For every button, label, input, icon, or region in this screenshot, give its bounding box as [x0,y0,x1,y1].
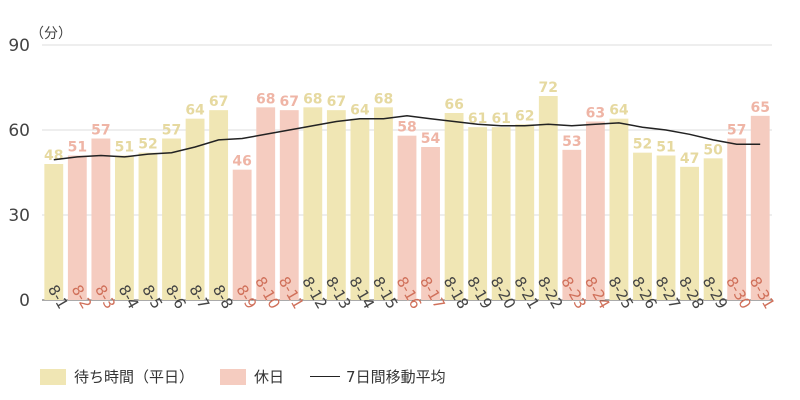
data-label: 51 [656,140,675,156]
bar-8-3 [91,138,111,300]
bar-8-18 [444,113,464,300]
bar-8-27 [656,155,676,300]
bar-8-15 [374,107,393,300]
legend-swatch-weekday [40,368,66,385]
bar-8-5 [138,152,158,300]
y-tick-label: 90 [8,36,30,56]
bar-8-8 [209,110,229,301]
data-label: 63 [586,106,605,122]
data-label: 50 [703,142,723,158]
bar-8-12 [303,107,323,300]
data-label: 65 [750,100,769,116]
data-label: 67 [209,94,228,110]
bar-8-31 [750,115,770,300]
bar-8-19 [468,127,488,301]
data-label: 68 [256,91,275,107]
data-label: 52 [138,137,157,153]
data-label: 66 [444,97,463,113]
data-label: 64 [350,103,370,119]
data-label: 61 [491,111,510,127]
moving-average-line [53,115,761,161]
legend: 待ち時間（平日） 休日 7日間移動平均 [40,366,472,387]
data-label: 52 [633,137,652,153]
y-tick-label: 60 [8,121,30,141]
bar-8-25 [609,118,629,301]
bar-8-26 [633,152,652,300]
data-label: 67 [327,94,346,110]
moving-average-polyline [53,115,761,161]
data-label: 48 [44,148,63,164]
legend-item-weekday: 待ち時間（平日） [40,366,194,387]
y-tick-label: 30 [8,206,30,226]
y-axis-ticks: 0 30 60 90 [8,36,30,311]
legend-label-moving-average: 7日間移動平均 [346,368,446,386]
bar-8-6 [162,138,181,300]
data-label: 46 [232,154,251,170]
bar-8-16 [397,135,417,300]
bar-8-20 [491,127,511,301]
legend-item-moving-average: 7日間移動平均 [310,366,446,387]
bar-8-9 [232,169,252,300]
data-label: 68 [303,91,322,107]
data-label: 64 [609,103,629,119]
bar-8-14 [350,118,370,301]
data-label: 57 [91,123,110,139]
bar-8-4 [115,155,134,300]
y-axis-unit-label: （分） [30,26,72,42]
bar-8-2 [67,155,87,300]
bar-8-17 [421,147,440,300]
data-label: 51 [115,140,134,156]
data-label: 53 [562,134,581,150]
data-label: 58 [397,120,416,136]
data-label: 72 [539,80,558,96]
bar-8-13 [326,110,346,301]
bar-8-1 [44,164,64,300]
data-label: 57 [162,123,181,139]
data-label: 47 [680,151,699,167]
data-label: 54 [421,131,441,147]
bar-8-28 [680,166,699,300]
bar-8-7 [185,118,205,301]
bar-8-11 [279,110,299,301]
legend-label-weekday: 待ち時間（平日） [74,368,195,386]
data-label: 57 [727,123,746,139]
bar-8-23 [562,149,582,300]
data-label: 51 [68,140,87,156]
legend-swatch-holiday [220,368,247,385]
legend-label-holiday: 休日 [254,368,285,386]
bar-8-10 [256,107,276,300]
bar-8-30 [727,138,747,300]
data-label: 67 [280,94,299,110]
bar-8-24 [585,121,605,300]
data-label: 62 [515,108,534,124]
x-tick-label: 8-31 [746,274,779,312]
data-label: 68 [374,91,393,107]
bar-8-21 [515,124,535,300]
legend-item-holiday: 休日 [220,366,284,387]
bar-8-22 [538,96,558,300]
bars [44,96,770,301]
bar-8-29 [703,158,723,300]
data-label: 64 [185,103,205,119]
y-tick-label: 0 [19,291,30,311]
legend-swatch-moving-average [310,376,341,377]
